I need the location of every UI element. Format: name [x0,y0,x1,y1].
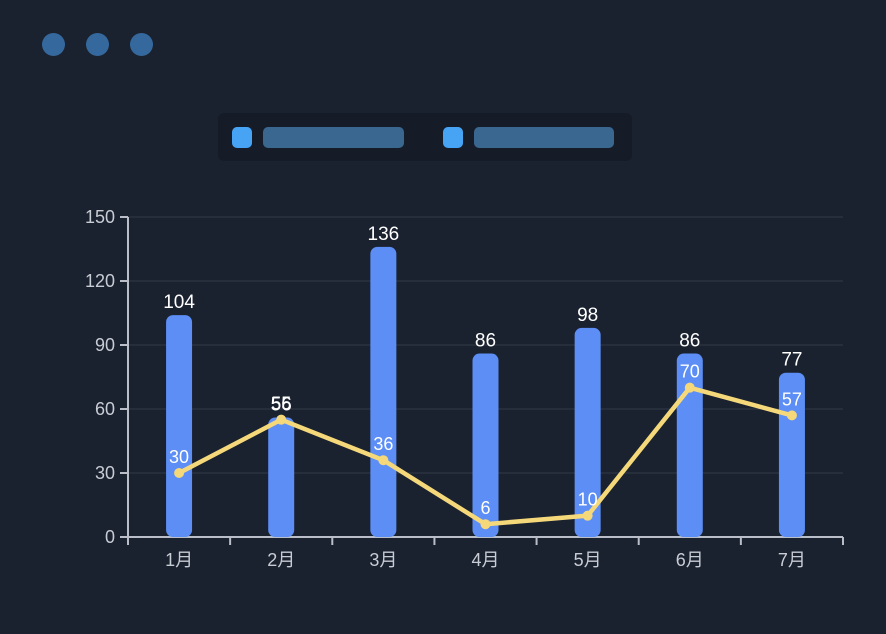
line-value-labels: 30 55 36 6 10 70 57 [169,362,802,519]
line-point [786,410,797,421]
line-point [378,455,389,466]
y-axis-tick-label: 150 [85,207,115,227]
y-axis-tick-label: 60 [95,399,115,419]
x-axis-labels: 1月 2月 3月 4月 5月 6月 7月 [165,550,806,570]
x-axis-tick-label: 6月 [676,550,704,570]
line-value-label: 70 [680,362,700,382]
x-axis-tick-label: 1月 [165,550,193,570]
window-control-dot-1[interactable] [42,33,65,56]
y-axis-labels: 0 30 60 90 120 150 [85,207,115,547]
window-control-dot-2[interactable] [86,33,109,56]
line-points [174,382,797,530]
legend-label-redacted [263,126,404,148]
x-axis-tick-label: 4月 [471,550,499,570]
line-value-label: 55 [271,394,291,414]
y-axis [120,216,129,538]
x-axis-tick-label: 5月 [574,550,602,570]
x-axis-tick-label: 2月 [267,550,295,570]
line-value-label: 10 [578,490,598,510]
bar [166,315,193,537]
legend-swatch-icon [443,126,463,148]
line-value-label: 36 [373,434,393,454]
line-point [582,510,593,521]
line-value-label: 6 [480,498,490,518]
window-controls [42,33,153,56]
chart-legend [218,113,632,161]
y-axis-tick-label: 0 [105,527,115,547]
bar-value-label: 98 [577,305,598,326]
line-value-label: 30 [169,447,189,467]
legend-item-line-series[interactable] [443,126,614,148]
bar [472,353,499,537]
x-axis-tick-label: 3月 [369,550,397,570]
bar [370,246,397,537]
line-point [684,382,695,393]
bar-value-label: 77 [781,350,802,371]
line-value-label: 57 [782,389,802,409]
bar-value-label: 86 [475,331,496,352]
bar-value-label: 136 [368,224,400,245]
line-point [480,519,491,530]
bar [574,327,601,537]
y-axis-tick-label: 90 [95,335,115,355]
legend-item-bar-series[interactable] [232,126,404,148]
bar-value-label: 86 [679,331,700,352]
bar [268,417,295,537]
bar-value-label: 104 [163,292,195,313]
bar-value-labels: 104 56 136 86 98 86 77 [163,224,802,416]
x-axis [127,536,844,545]
legend-swatch-icon [232,126,252,148]
bar-value-label: 56 [271,395,292,416]
y-axis-tick-label: 30 [95,463,115,483]
line-point [276,414,287,425]
window-control-dot-3[interactable] [130,33,153,56]
y-axis-tick-label: 120 [85,271,115,291]
legend-label-redacted [474,126,614,148]
x-axis-tick-label: 7月 [778,550,806,570]
bars [166,246,805,537]
line-point [174,468,185,478]
